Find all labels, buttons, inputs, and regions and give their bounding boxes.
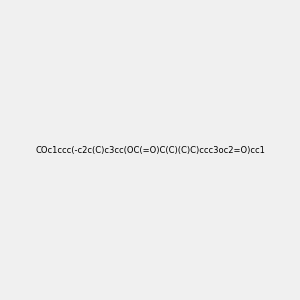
Text: COc1ccc(-c2c(C)c3cc(OC(=O)C(C)(C)C)ccc3oc2=O)cc1: COc1ccc(-c2c(C)c3cc(OC(=O)C(C)(C)C)ccc3o… [35, 146, 265, 154]
